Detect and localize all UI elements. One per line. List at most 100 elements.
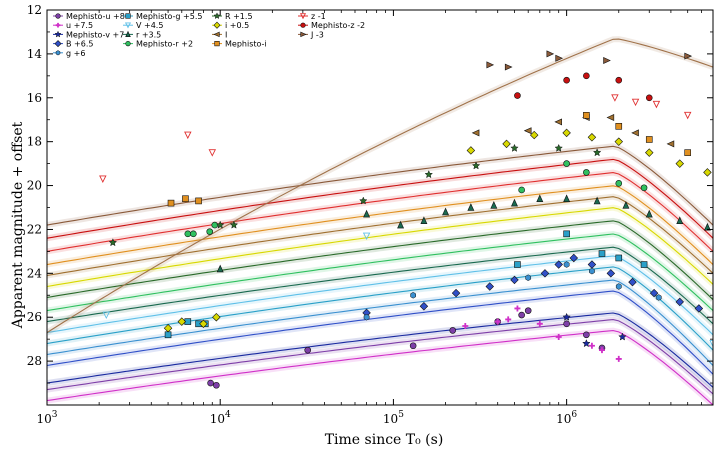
legend-label: r +3.5	[136, 30, 161, 39]
legend-label: u +7.5	[66, 21, 93, 30]
series-points	[362, 253, 704, 318]
data-point	[362, 232, 371, 241]
legend-label: Mephisto-u +8	[66, 12, 125, 21]
data-point	[583, 169, 590, 176]
data-point	[694, 304, 704, 313]
model-curve	[47, 312, 713, 388]
data-point	[606, 269, 616, 278]
model-curve	[47, 246, 713, 325]
data-point	[102, 311, 111, 320]
legend-item: Mephisto-g +5.5	[123, 12, 202, 21]
data-point	[563, 320, 570, 328]
series-points	[184, 160, 648, 238]
data-point	[615, 123, 623, 130]
legend-item: R +1.5	[212, 12, 253, 21]
model-curve	[47, 207, 713, 288]
data-point	[631, 98, 640, 107]
data-point	[555, 54, 564, 62]
legend-item: V +4.5	[123, 21, 163, 30]
data-point	[451, 288, 461, 298]
model-curve	[47, 255, 713, 336]
legend-marker	[125, 30, 131, 38]
data-point	[363, 209, 371, 218]
legend-marker	[55, 22, 61, 28]
legend-label: Mephisto-r +2	[136, 40, 193, 49]
data-point	[583, 112, 590, 119]
data-point	[676, 216, 684, 224]
y-tick-label: 14	[27, 47, 43, 61]
data-point	[615, 254, 623, 262]
legend-label: g +6	[66, 49, 85, 58]
data-point	[213, 381, 220, 389]
data-point	[182, 195, 189, 203]
legend-marker	[213, 21, 221, 29]
data-point	[582, 339, 591, 348]
data-point	[583, 72, 590, 80]
data-point	[554, 143, 563, 152]
data-point	[592, 148, 602, 157]
model-curve	[47, 319, 713, 395]
series-points	[486, 50, 693, 71]
data-point	[304, 346, 312, 354]
data-point	[207, 379, 214, 387]
series-points	[99, 94, 692, 183]
data-point	[606, 114, 615, 121]
data-point	[645, 209, 653, 218]
model-curve	[47, 185, 713, 266]
data-point	[510, 275, 519, 285]
data-point	[593, 196, 601, 205]
data-point	[546, 50, 555, 58]
data-point	[442, 207, 450, 216]
series-points	[363, 261, 662, 321]
data-point	[184, 230, 192, 238]
data-point	[184, 131, 192, 140]
legend-label: B +6.5	[66, 40, 93, 49]
series-points	[514, 72, 653, 102]
legend-marker	[299, 13, 307, 20]
data-point	[229, 220, 239, 229]
data-point	[622, 200, 630, 209]
legend-item: J -3	[298, 30, 324, 39]
data-point	[615, 76, 623, 84]
data-point	[199, 319, 208, 329]
data-point	[514, 305, 521, 312]
data-point	[703, 168, 712, 177]
data-point	[466, 146, 476, 155]
data-point	[536, 194, 544, 203]
series-points	[102, 232, 713, 348]
data-point	[363, 313, 370, 321]
legend-label: V +4.5	[136, 21, 163, 30]
series-points	[462, 305, 622, 362]
data-point	[206, 228, 214, 235]
data-point	[562, 128, 571, 138]
data-point	[655, 294, 662, 301]
data-point	[409, 342, 417, 350]
data-point	[511, 198, 518, 207]
data-point	[449, 327, 457, 334]
model-curve	[47, 220, 713, 301]
data-point	[523, 127, 532, 135]
model-curve	[47, 330, 713, 405]
data-point	[684, 52, 693, 60]
data-point	[628, 277, 637, 287]
data-point	[554, 260, 563, 269]
series-points	[163, 128, 712, 333]
model-curve	[47, 290, 713, 375]
model-curve	[47, 233, 713, 312]
legend-item: z -1	[298, 12, 326, 21]
data-point	[645, 148, 654, 157]
legend-label: I	[225, 30, 227, 39]
data-point	[703, 222, 711, 231]
legend-item: Mephisto-v +7	[53, 30, 124, 39]
y-axis-title: Apparent magnitude + offset	[10, 121, 26, 329]
x-tick-label: 104	[210, 410, 231, 426]
legend-marker	[214, 40, 220, 47]
data-point	[598, 250, 606, 257]
data-point	[359, 196, 368, 205]
data-point	[424, 170, 433, 179]
y-tick-label: 12	[27, 3, 42, 17]
data-point	[540, 269, 550, 278]
data-point	[494, 318, 501, 325]
data-point	[212, 312, 221, 322]
